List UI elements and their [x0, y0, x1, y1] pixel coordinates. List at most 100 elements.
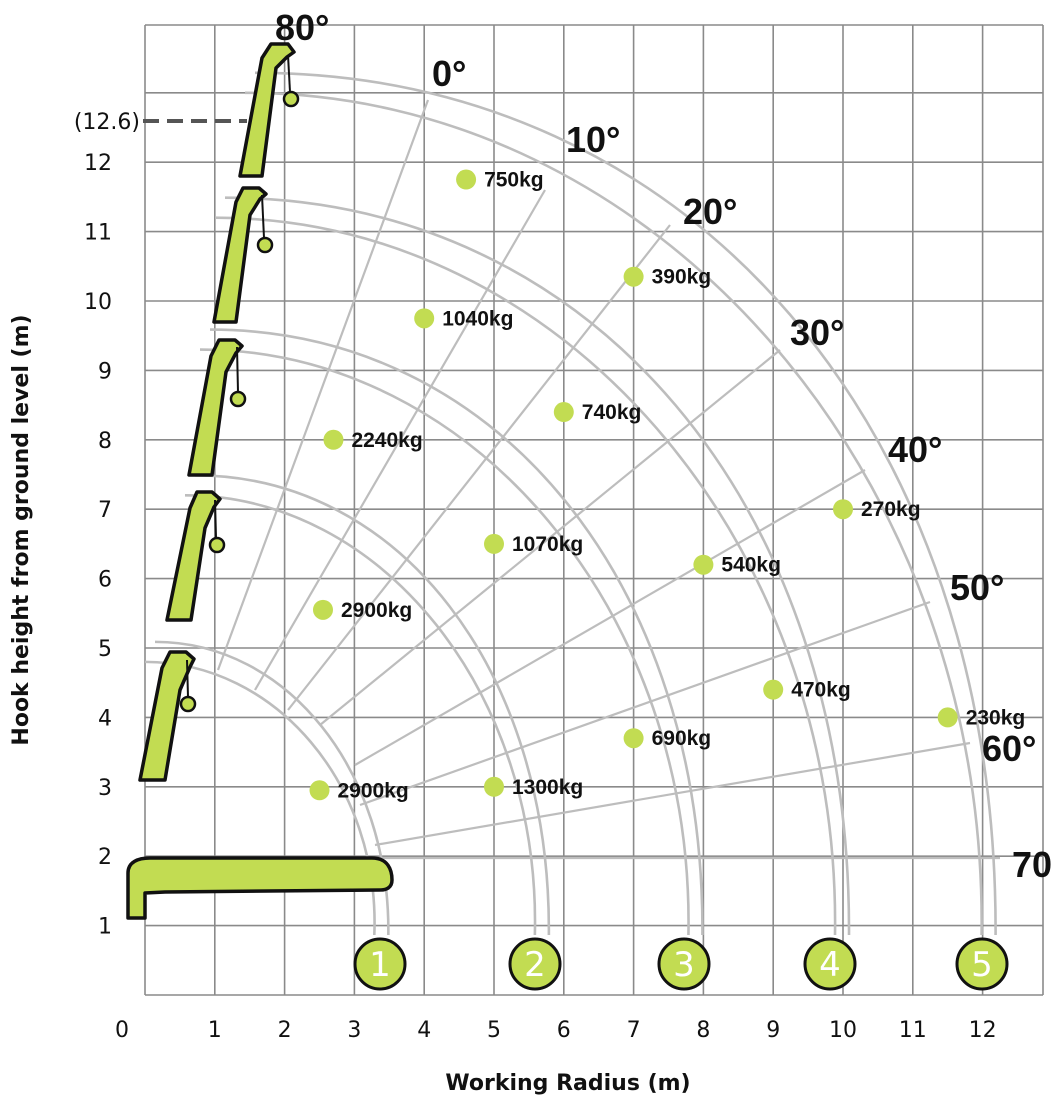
load-label: 1040kg [442, 307, 513, 330]
boom-curve-outer [194, 474, 551, 936]
load-point [484, 776, 504, 797]
x-axis-title: Working Radius (m) [445, 1071, 690, 1096]
boom-curve-inner [199, 348, 690, 936]
boom-section-marker [803, 937, 857, 991]
angle-label: 20° [683, 191, 737, 232]
load-point [553, 402, 574, 423]
crane-base-icon [126, 856, 394, 920]
grid [144, 24, 1044, 996]
load-label: 230kg [966, 706, 1026, 729]
max-height-marker: (12.6) [74, 110, 247, 135]
angle-label: 10° [566, 119, 620, 160]
load-label: 750kg [484, 169, 544, 192]
angle-label: 30° [790, 312, 844, 353]
angle-line [319, 349, 781, 726]
boom-section-markers: 1 2 3 4 5 [353, 937, 1009, 991]
load-label: 540kg [721, 554, 781, 577]
y-tick-label: 9 [98, 359, 112, 384]
load-point [763, 679, 784, 700]
crane-illustration [126, 42, 394, 920]
boom-section-5-icon [238, 42, 300, 178]
boom-section-4-icon [212, 186, 274, 324]
y-tick-label: 2 [98, 845, 112, 870]
load-label: 1300kg [512, 776, 583, 799]
boom-section-marker [508, 937, 562, 991]
boom-section-2-icon [165, 490, 226, 622]
angle-label: 40° [888, 429, 942, 470]
boom-section-number: 4 [819, 945, 841, 985]
max-height-label: (12.6) [74, 110, 140, 135]
y-tick-label: 1 [98, 915, 112, 940]
boom-section-marker [353, 937, 407, 991]
load-points: 2900kg 1300kg 690kg 470kg 230kg 2900kg 1070kg 5… [309, 169, 1026, 802]
load-point [456, 169, 477, 190]
load-label: 2900kg [338, 779, 409, 802]
angle-label: 80° [275, 7, 329, 48]
boom-curve-outer [254, 71, 997, 936]
boom-angle-lines: 0° 10° 20° 30° 40° 50° 60° 70° 80° [216, 7, 1051, 885]
y-tick-label: 3 [98, 776, 112, 801]
y-axis-title: Hook height from ground level (m) [9, 314, 34, 745]
angle-label: 50° [950, 567, 1004, 608]
load-label: 1070kg [512, 533, 583, 556]
x-tick-label: 6 [557, 1018, 571, 1043]
y-tick-label: 7 [98, 498, 112, 523]
x-tick-label: 2 [278, 1018, 292, 1043]
boom-section-1-icon [138, 650, 197, 782]
boom-curve-outer [209, 328, 704, 936]
boom-curve-inner [214, 216, 837, 936]
x-tick-label: 9 [766, 1018, 780, 1043]
angle-line [216, 99, 430, 671]
angle-line [287, 224, 671, 711]
y-tick-label: 12 [84, 151, 112, 176]
load-point [833, 499, 853, 520]
x-tick-label: 1 [208, 1018, 222, 1043]
x-tick-label: 7 [627, 1018, 641, 1043]
boom-section-marker [955, 937, 1009, 991]
x-tick-label: 8 [696, 1018, 710, 1043]
load-point [623, 266, 644, 287]
x-tick-label: 12 [969, 1018, 997, 1043]
load-point [623, 728, 644, 749]
load-label: 2240kg [351, 429, 422, 452]
x-tick-label: 3 [347, 1018, 361, 1043]
load-point [312, 599, 333, 620]
angle-line [374, 741, 971, 847]
angle-label: 70° [1012, 844, 1051, 885]
x-tick-label: 0 [115, 1018, 129, 1043]
load-label: 690kg [652, 727, 712, 750]
angle-line [354, 469, 866, 766]
load-point [484, 533, 504, 554]
load-point [323, 429, 344, 450]
boom-section-3-icon [187, 338, 247, 477]
angle-label: 0° [432, 53, 466, 94]
boom-section-number: 5 [971, 945, 993, 985]
load-label: 470kg [791, 679, 851, 702]
boom-section-number: 1 [369, 945, 391, 985]
x-tick-label: 5 [487, 1018, 501, 1043]
boom-section-number: 3 [673, 945, 695, 985]
y-tick-label: 8 [98, 429, 112, 454]
y-tick-label: 5 [98, 637, 112, 662]
y-tick-label: 4 [98, 706, 112, 731]
load-point [693, 554, 714, 575]
angle-line [254, 189, 546, 691]
x-tick-label: 4 [417, 1018, 431, 1043]
x-tick-label: 11 [899, 1018, 927, 1043]
boom-curve-inner [184, 494, 537, 936]
y-tick-label: 10 [84, 290, 112, 315]
load-point [937, 707, 958, 728]
angle-line [359, 600, 931, 807]
load-point [309, 780, 330, 801]
boom-curve-outer [224, 196, 851, 936]
load-label: 270kg [861, 498, 921, 521]
load-label: 2900kg [341, 599, 412, 622]
boom-section-number: 2 [524, 945, 546, 985]
x-tick-label: 10 [829, 1018, 857, 1043]
y-tick-label: 6 [98, 568, 112, 593]
y-tick-label: 11 [84, 221, 112, 246]
load-label: 740kg [582, 401, 642, 424]
load-point [414, 308, 435, 329]
